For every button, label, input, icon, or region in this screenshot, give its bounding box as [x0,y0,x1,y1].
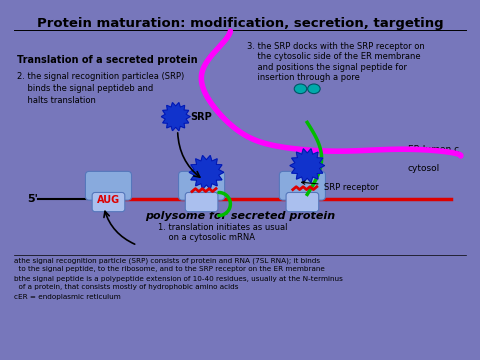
Text: 1. translation initiates as usual: 1. translation initiates as usual [158,223,288,232]
FancyBboxPatch shape [179,171,225,200]
Text: AUG: AUG [97,195,120,205]
Text: insertion through a pore: insertion through a pore [247,73,360,82]
FancyBboxPatch shape [279,171,325,200]
Polygon shape [290,149,324,183]
Text: and positions the signal peptide for: and positions the signal peptide for [247,63,407,72]
FancyBboxPatch shape [286,193,319,212]
Text: 2. the signal recognition particlea (SRP)
    binds the signal peptideb and
    : 2. the signal recognition particlea (SRP… [17,72,184,105]
Text: 5': 5' [27,194,38,204]
Text: SRP: SRP [190,112,212,122]
Text: cER = endoplasmic reticulum: cER = endoplasmic reticulum [14,294,121,300]
Text: ER lumen c: ER lumen c [408,145,459,154]
FancyBboxPatch shape [92,193,125,212]
Ellipse shape [294,84,307,94]
Text: polysome for secreted protein: polysome for secreted protein [145,211,335,221]
Text: bthe signal peptide is a polypeptide extension of 10-40 residues, usually at the: bthe signal peptide is a polypeptide ext… [14,276,343,289]
FancyBboxPatch shape [85,171,132,200]
Polygon shape [189,156,224,189]
Text: SRP receptor: SRP receptor [301,181,378,192]
Ellipse shape [308,84,320,94]
Text: 3. the SRP docks with the SRP receptor on: 3. the SRP docks with the SRP receptor o… [247,42,424,51]
Text: cytosol: cytosol [408,164,440,173]
Text: athe signal recognition particle (SRP) consists of protein and RNA (7SL RNA); it: athe signal recognition particle (SRP) c… [14,258,325,272]
Text: Translation of a secreted protein: Translation of a secreted protein [17,55,198,65]
Text: the cytosolic side of the ER membrane: the cytosolic side of the ER membrane [247,52,420,61]
Text: Protein maturation: modification, secretion, targeting: Protein maturation: modification, secret… [36,17,444,30]
Text: on a cytosolic mRNA: on a cytosolic mRNA [158,233,255,242]
FancyBboxPatch shape [185,193,218,212]
Polygon shape [161,103,190,131]
